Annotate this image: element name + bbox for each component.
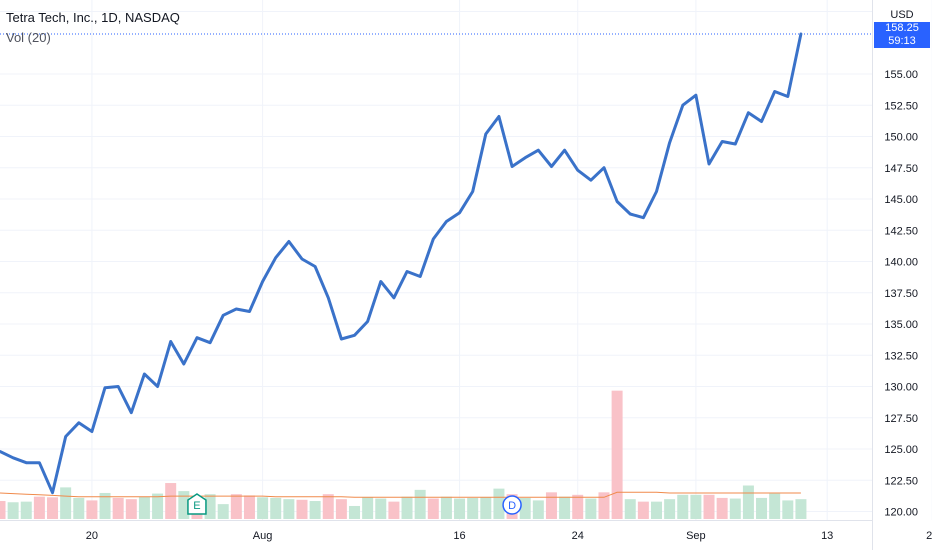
y-tick-label: 122.50 (884, 475, 918, 487)
volume-bar (493, 488, 505, 519)
volume-bar (152, 493, 164, 519)
countdown-tag: 59:13 (874, 35, 930, 48)
volume-ma-line (0, 491, 801, 498)
x-tick-label: 24 (572, 530, 584, 542)
volume-bar (296, 499, 308, 519)
y-tick-label: 125.00 (884, 444, 918, 456)
volume-bar (677, 494, 689, 519)
volume-bar (545, 492, 557, 519)
price-series-line (0, 32, 803, 495)
x-tick-label: 16 (453, 530, 465, 542)
volume-bar (742, 485, 754, 519)
dividend-event-marker[interactable]: D (502, 495, 522, 515)
last-price-tag: 158.25 (874, 22, 930, 35)
volume-bar (454, 498, 466, 519)
volume-bar (270, 497, 282, 519)
event-label: D (508, 500, 516, 512)
volume-bar (611, 390, 623, 519)
volume-bar (125, 499, 137, 519)
volume-bar (230, 494, 242, 519)
volume-bar (375, 498, 387, 519)
volume-bar (585, 498, 597, 519)
currency-label[interactable]: USD (874, 8, 930, 22)
volume-bar (73, 497, 85, 519)
x-tick-label: 21 (926, 530, 932, 542)
volume-bar (414, 489, 426, 519)
volume-bar (165, 483, 177, 519)
y-tick-label: 120.00 (884, 507, 918, 519)
volume-bar (20, 501, 32, 519)
volume-bar (782, 500, 794, 519)
volume-bar (703, 494, 715, 519)
volume-bar (532, 500, 544, 519)
chart-title: Tetra Tech, Inc., 1D, NASDAQ (6, 10, 180, 25)
volume-bar (7, 502, 19, 519)
volume-bar (362, 497, 374, 519)
x-tick-label: 20 (86, 530, 98, 542)
y-tick-label: 147.50 (884, 163, 918, 175)
volume-bar (467, 497, 479, 519)
volume-bar (33, 496, 45, 519)
volume-bar (257, 497, 269, 519)
y-tick-label: 145.00 (884, 194, 918, 206)
volume-bar (349, 505, 361, 519)
volume-bar (519, 497, 531, 519)
volume-bar (178, 491, 190, 519)
volume-bar (795, 499, 807, 519)
volume-bar (47, 497, 59, 519)
volume-bar (716, 497, 728, 519)
volume-bar (624, 499, 636, 519)
volume-bar (637, 501, 649, 519)
y-tick-label: 137.50 (884, 288, 918, 300)
volume-bar (572, 494, 584, 519)
volume-bar (283, 499, 295, 519)
volume-bar (99, 492, 111, 519)
x-tick-label: 13 (821, 530, 833, 542)
y-tick-label: 130.00 (884, 382, 918, 394)
volume-bar (204, 494, 216, 519)
y-tick-label: 152.50 (884, 100, 918, 112)
volume-bar (335, 499, 347, 519)
volume-bar (756, 497, 768, 519)
y-tick-label: 127.50 (884, 413, 918, 425)
volume-bar (401, 496, 413, 519)
volume-bar (138, 496, 150, 519)
x-tick-label: Aug (253, 530, 273, 542)
volume-bar (322, 494, 334, 519)
event-label: E (193, 500, 200, 512)
volume-legend: Vol (20) (6, 30, 51, 45)
y-tick-label: 135.00 (884, 319, 918, 331)
volume-bar (427, 498, 439, 519)
volume-bar (651, 501, 662, 519)
volume-bar (243, 495, 255, 519)
y-tick-label: 132.50 (884, 350, 918, 362)
y-tick-label: 140.00 (884, 257, 918, 269)
y-tick-label: 150.00 (884, 132, 918, 144)
volume-bar (112, 497, 124, 519)
volume-bar (769, 493, 781, 519)
volume-bar (440, 496, 452, 519)
volume-bar (0, 501, 6, 519)
volume-bar (480, 497, 492, 519)
volume-bar (309, 501, 321, 519)
volume-bar (690, 494, 702, 519)
volume-bar (388, 501, 400, 519)
earnings-event-marker[interactable]: E (187, 493, 207, 515)
volume-bar (60, 487, 72, 519)
volume-bar (729, 498, 741, 519)
volume-bar (559, 496, 571, 519)
volume-bar (217, 504, 229, 519)
y-tick-label: 142.50 (884, 225, 918, 237)
y-tick-label: 155.00 (884, 69, 918, 81)
volume-bar (664, 499, 676, 519)
x-tick-label: Sep (686, 530, 706, 542)
volume-bar (86, 500, 98, 519)
volume-bar (598, 492, 610, 519)
